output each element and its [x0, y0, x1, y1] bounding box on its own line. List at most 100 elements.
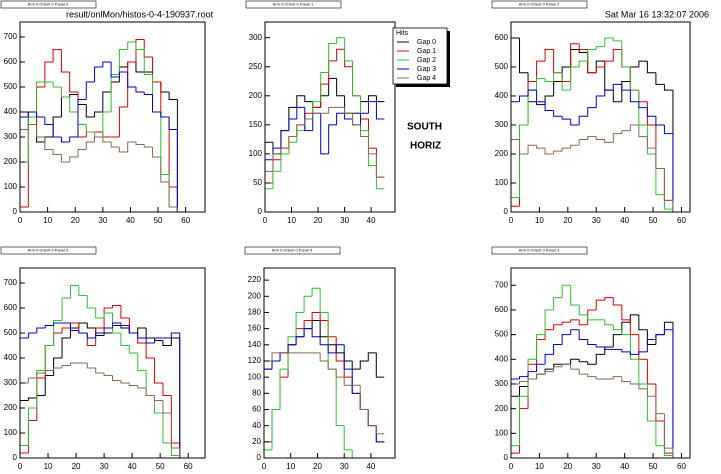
histogram-bin	[86, 363, 96, 369]
histogram-bin	[578, 60, 588, 67]
frame	[510, 21, 691, 213]
histogram-bin	[61, 337, 71, 358]
histogram-bin	[553, 297, 563, 310]
histogram-bin	[311, 328, 321, 338]
histogram-bin	[304, 107, 313, 132]
histogram-bin	[519, 381, 529, 384]
histogram-bin	[629, 351, 639, 355]
histogram-bin	[27, 124, 37, 130]
histogram-bin	[519, 376, 529, 380]
histogram-bin	[612, 90, 622, 103]
histogram-bin	[519, 37, 529, 74]
y-tick-label: 700	[4, 278, 18, 287]
x-tick-label: 30	[340, 462, 349, 469]
histogram-bin	[544, 371, 554, 375]
histogram-bin	[77, 99, 87, 137]
x-tick-label: 10	[43, 216, 52, 225]
histogram-bin	[335, 344, 345, 353]
histogram-bin	[561, 72, 571, 91]
legend	[392, 27, 448, 85]
histogram-bin	[69, 72, 78, 93]
histogram-bin	[359, 360, 369, 370]
x-tick-label: 30	[340, 216, 349, 225]
histogram-bin	[296, 95, 305, 108]
histogram-bin	[112, 322, 121, 328]
y-tick-label: 0	[13, 207, 18, 216]
histogram-bin	[621, 329, 631, 336]
histogram-bin	[162, 340, 172, 346]
histogram-bin	[145, 338, 155, 344]
histogram-bin	[629, 381, 639, 385]
x-tick-label: 10	[44, 462, 53, 469]
x-tick-label: 10	[286, 462, 295, 469]
histogram-bin	[85, 124, 95, 133]
histogram-bin	[336, 112, 345, 125]
histogram-bin	[288, 118, 297, 131]
histogram-bin	[36, 124, 45, 138]
histogram-bin	[646, 136, 656, 149]
y-tick-label: 250	[249, 62, 263, 71]
y-tick-label: 100	[495, 178, 509, 187]
histogram-bin	[612, 83, 622, 91]
histogram-bin	[168, 117, 178, 130]
y-tick-label: 500	[4, 328, 18, 337]
histogram-bin	[280, 130, 289, 149]
histogram-bin	[587, 314, 597, 321]
histogram-bin	[311, 287, 321, 297]
histogram-bin	[112, 375, 121, 381]
histogram-bin	[135, 42, 145, 50]
histogram-bin	[319, 336, 329, 346]
x-tick-label: 0	[263, 216, 268, 225]
histogram-bin	[335, 369, 345, 427]
x-tick-label: 0	[509, 216, 514, 225]
histogram-bin	[655, 334, 665, 340]
x-tick-label: 60	[677, 462, 686, 469]
histogram-bin	[135, 62, 145, 73]
histogram-bin	[120, 380, 130, 384]
histogram-bin	[86, 295, 96, 309]
histogram-bin	[137, 327, 147, 333]
histogram-bin	[311, 311, 321, 321]
histogram-bin	[663, 84, 673, 91]
histogram-bin	[69, 136, 78, 142]
y-tick-label: 100	[495, 428, 509, 437]
histogram-bin	[120, 305, 130, 319]
y-tick-label: 120	[248, 356, 262, 365]
histogram-bin	[578, 43, 588, 51]
y-tick-label: 150	[249, 120, 263, 129]
histogram-bin	[544, 78, 554, 82]
histogram-bin	[44, 345, 54, 371]
histogram-bin	[61, 297, 71, 321]
histogram-bin	[95, 368, 105, 374]
histogram-bin	[612, 324, 622, 331]
histogram-bin	[320, 113, 329, 155]
file-name: result/onlMon/histos-0-4-190937.root	[66, 9, 214, 19]
histogram-bin	[319, 288, 329, 313]
histogram-bin	[112, 305, 121, 308]
histogram-bin	[94, 66, 103, 82]
histogram-bin	[595, 136, 605, 140]
histogram-bin	[44, 370, 54, 373]
histogram-bin	[343, 344, 353, 370]
histogram-bin	[595, 376, 605, 380]
histogram-bin	[95, 332, 105, 338]
histogram-bin	[143, 92, 153, 95]
histogram-bin	[27, 111, 37, 117]
histogram-bin	[604, 37, 614, 47]
histogram-bin	[604, 89, 614, 96]
histogram-bin	[629, 334, 639, 360]
histogram-bin	[27, 407, 37, 446]
histogram-bin	[536, 145, 546, 149]
frame	[19, 21, 206, 213]
histogram-bin	[595, 344, 605, 348]
histogram-bin	[646, 61, 656, 74]
histogram-bin	[604, 346, 614, 350]
y-tick-label: 0	[504, 207, 509, 216]
y-tick-label: 0	[258, 207, 263, 216]
y-tick-label: 700	[495, 280, 509, 289]
histogram-bin	[304, 118, 313, 125]
histogram-bin	[44, 117, 54, 125]
histogram-bin	[561, 284, 571, 298]
histogram-bin	[128, 345, 138, 354]
